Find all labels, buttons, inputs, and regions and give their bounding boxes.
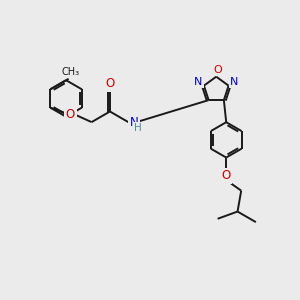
Text: O: O	[66, 108, 75, 121]
Text: CH₃: CH₃	[61, 67, 79, 77]
Text: O: O	[222, 169, 231, 182]
Text: N: N	[130, 116, 138, 129]
Text: O: O	[213, 65, 222, 75]
Text: H: H	[134, 123, 142, 133]
Text: N: N	[194, 77, 202, 87]
Text: N: N	[230, 77, 238, 87]
Text: O: O	[105, 77, 115, 90]
